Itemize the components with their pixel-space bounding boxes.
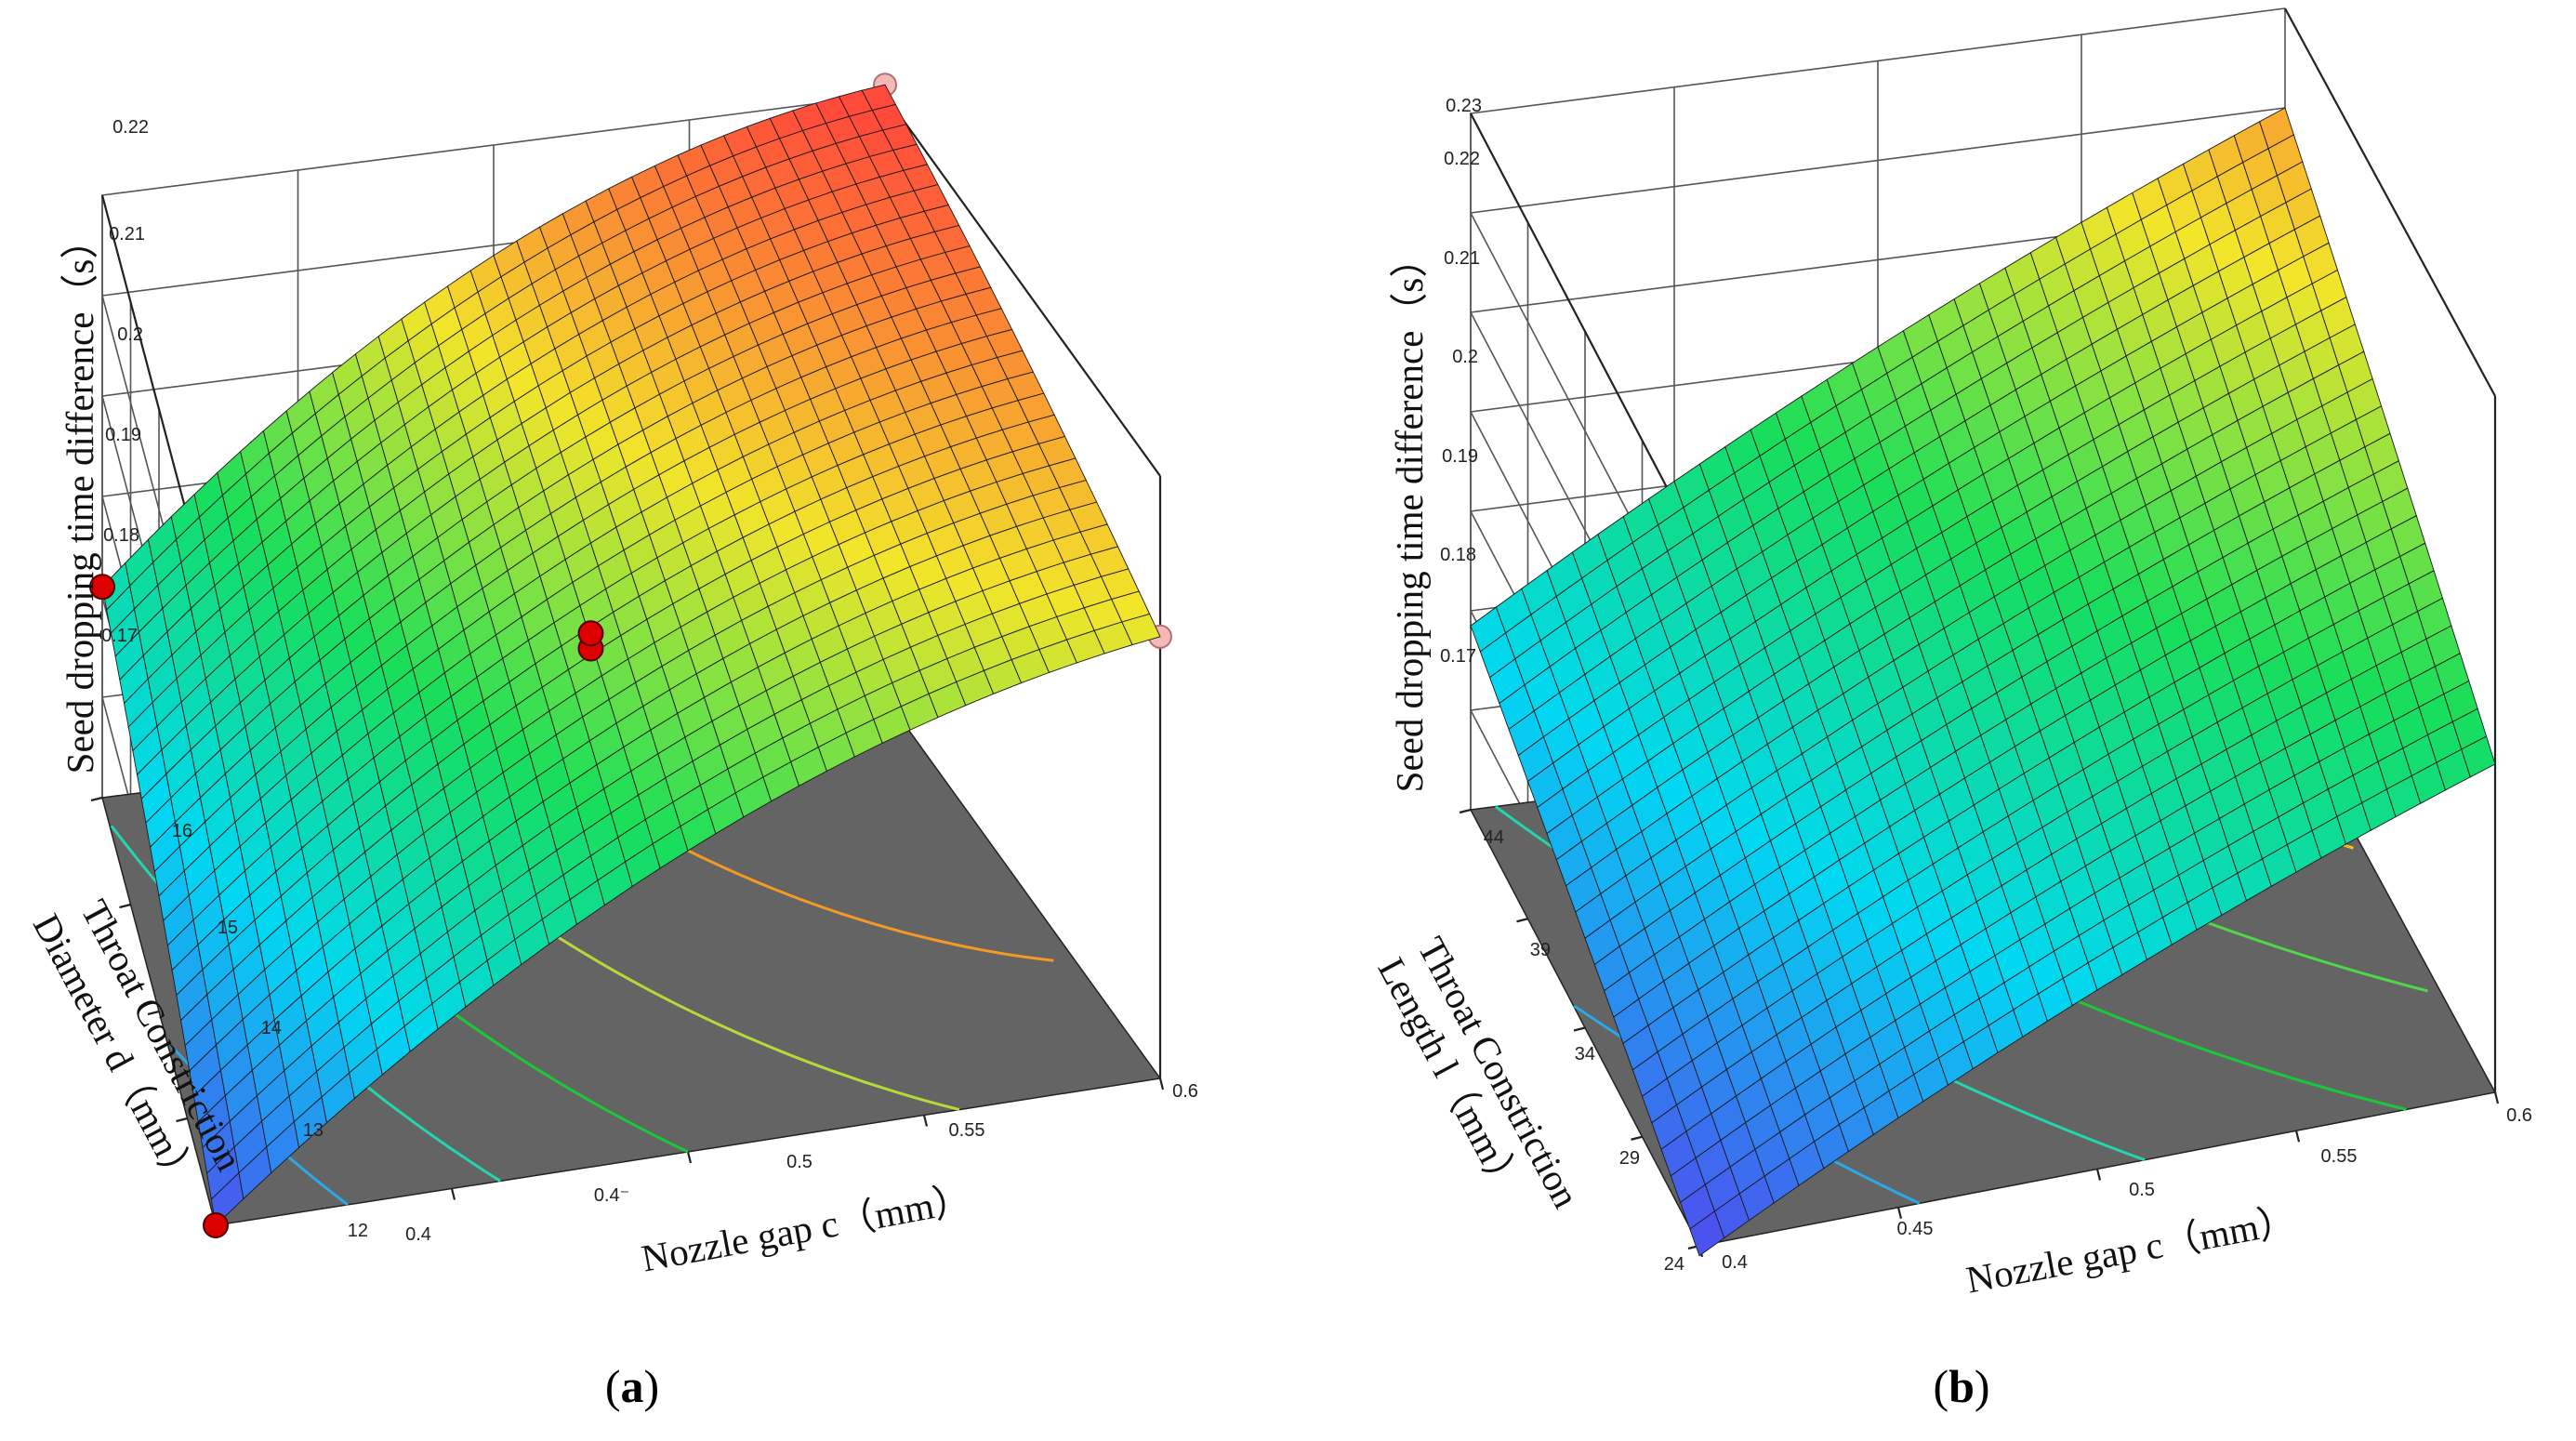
panel-a-label: (a) [605,1360,659,1412]
y-tick-mark [119,903,131,909]
z-tick-label: 0.19 [1442,446,1478,467]
x-tick-label: 0.4⁻ [594,1185,629,1206]
y-tick-label: 39 [1530,940,1551,960]
x-tick-label: 0.5 [786,1152,812,1172]
x-tick-mark [2294,1130,2301,1143]
x-tick-mark [1158,1077,1165,1091]
z-tick-label: 0.19 [105,425,141,445]
panel-b-surface [1470,107,2496,1257]
x-tick-label: 0.4 [405,1224,431,1245]
z-tick-label: 0.22 [1444,149,1480,169]
top-back-edge-line [1470,112,1700,550]
panel-b-x-axis-label: Nozzle gap c（mm） [1962,1198,2299,1302]
z-tick-label: 0.23 [1446,96,1482,116]
panel-a-surface [101,84,1161,1226]
x-tick-label: 0.4 [1722,1252,1748,1273]
y-tick-mark [90,796,103,802]
y-tick-mark [1459,808,1472,814]
design-point [577,620,604,647]
x-tick-label: 0.55 [2321,1146,2358,1167]
x-tick-label: 0.6 [1172,1081,1198,1102]
panel-a-x-ticks: 0.4 0.4⁻ 0.5 0.55 0.6 [405,1081,1198,1245]
top-edge-line [2284,7,2496,397]
y-tick-label: 44 [1484,827,1504,848]
panel-a-design-points [89,574,604,1238]
surface-patch [1121,613,1161,646]
panel-b-z-ticks: 0.17 0.18 0.19 0.2 0.21 0.22 0.23 [1440,96,1482,667]
y-tick-label: 14 [261,1018,282,1038]
design-point [203,1212,229,1238]
panel-a: 0.17 0.18 0.19 0.2 0.21 0.22 12 13 14 15… [25,73,1198,1412]
top-edge-line [884,94,1161,477]
y-tick-label: 13 [303,1120,324,1141]
panel-b: 0.17 0.18 0.19 0.2 0.21 0.22 0.23 24 29 … [1369,7,2532,1412]
z-tick-label: 0.17 [1440,646,1476,667]
x-tick-mark [686,1151,693,1164]
y-tick-mark [176,1117,188,1123]
y-tick-label: 34 [1575,1044,1595,1064]
z-tick-label: 0.2 [1452,347,1478,367]
y-tick-mark [147,1010,160,1016]
x-tick-label: 0.55 [949,1120,985,1141]
y-tick-mark [1516,918,1528,923]
y-tick-label: 24 [1664,1254,1684,1275]
panel-a-z-axis-label: Seed dropping time difference（s） [59,221,101,774]
panel-b-x-ticks: 0.4 0.45 0.5 0.55 0.6 [1722,1105,2532,1273]
panel-a-y-ticks: 12 13 14 15 16 [172,821,368,1241]
design-point [89,574,115,601]
z-tick-label: 0.17 [101,626,138,646]
x-tick-mark [450,1188,456,1200]
y-tick-mark [1631,1135,1643,1141]
x-tick-label: 0.5 [2129,1180,2155,1200]
panel-b-label: (b) [1933,1360,1989,1412]
y-tick-label: 12 [348,1221,368,1241]
z-tick-label: 0.21 [1444,248,1480,269]
x-tick-mark [1896,1207,1903,1220]
x-tick-mark [2493,1091,2500,1104]
x-tick-mark [922,1115,929,1127]
y-tick-label: 16 [172,821,192,841]
x-tick-mark [2095,1169,2102,1181]
z-tick-label: 0.2 [117,324,143,345]
y-tick-label: 15 [218,918,238,938]
panel-b-y-ticks: 24 29 34 39 44 [1484,827,1684,1275]
y-tick-label: 29 [1619,1148,1640,1169]
z-tick-label: 0.18 [103,525,139,546]
surface-patch [2461,735,2496,778]
z-tick-label: 0.22 [112,117,149,138]
y-tick-mark [1573,1026,1586,1032]
panel-b-z-axis-label: Seed dropping time difference（s） [1388,240,1431,793]
x-tick-label: 0.6 [2506,1105,2532,1126]
panel-a-z-ticks: 0.17 0.18 0.19 0.2 0.21 0.22 [101,117,149,646]
panel-a-x-axis-label: Nozzle gap c（mm） [638,1177,974,1280]
z-tick-label: 0.21 [109,224,145,245]
z-tick-label: 0.18 [1440,545,1476,565]
x-tick-label: 0.45 [1897,1219,1934,1239]
